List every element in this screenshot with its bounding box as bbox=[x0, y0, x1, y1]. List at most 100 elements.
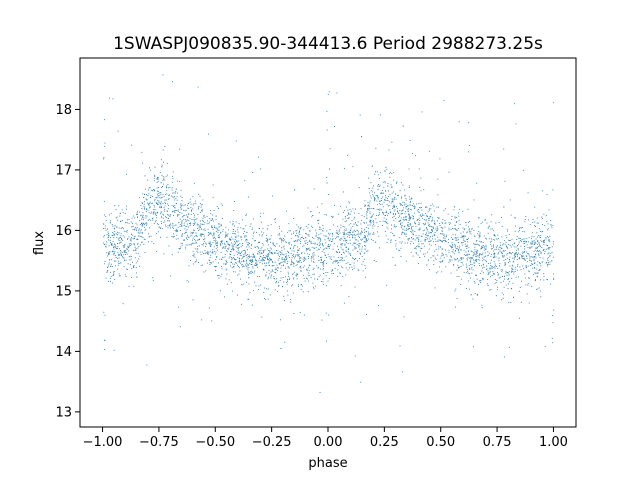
data-point bbox=[268, 260, 270, 262]
data-point bbox=[472, 257, 473, 259]
data-point bbox=[366, 217, 368, 219]
data-point bbox=[319, 226, 321, 228]
data-point bbox=[330, 215, 332, 217]
data-point bbox=[534, 225, 536, 227]
data-point bbox=[339, 229, 341, 231]
data-point bbox=[157, 231, 159, 233]
data-point bbox=[181, 212, 183, 214]
data-point bbox=[501, 248, 503, 250]
data-point bbox=[544, 251, 546, 253]
data-point bbox=[402, 231, 404, 233]
data-point bbox=[522, 231, 524, 233]
data-point bbox=[350, 210, 352, 212]
data-point bbox=[407, 239, 409, 241]
data-point bbox=[523, 240, 525, 242]
data-point bbox=[488, 273, 490, 275]
data-point bbox=[262, 250, 264, 252]
data-point bbox=[174, 229, 176, 231]
data-point bbox=[503, 259, 505, 261]
data-point bbox=[409, 217, 411, 219]
data-point bbox=[441, 271, 443, 273]
data-point bbox=[185, 220, 187, 222]
data-point bbox=[199, 220, 201, 222]
data-point bbox=[119, 237, 120, 239]
data-point bbox=[541, 247, 543, 248]
data-point bbox=[478, 217, 480, 219]
data-point bbox=[454, 234, 456, 236]
data-point bbox=[459, 224, 461, 225]
data-point bbox=[391, 200, 393, 202]
data-point bbox=[199, 203, 201, 204]
data-point bbox=[220, 231, 222, 233]
data-point bbox=[212, 252, 214, 254]
data-point bbox=[509, 240, 511, 242]
data-point bbox=[222, 240, 223, 242]
data-point bbox=[162, 203, 164, 205]
data-point bbox=[224, 236, 226, 238]
data-point bbox=[232, 263, 234, 265]
data-point bbox=[421, 215, 423, 217]
data-point bbox=[549, 261, 551, 263]
data-point bbox=[399, 202, 401, 204]
data-point bbox=[156, 182, 158, 183]
data-point bbox=[379, 184, 381, 186]
data-point bbox=[114, 260, 115, 262]
data-point bbox=[273, 265, 275, 267]
data-point bbox=[343, 240, 345, 242]
data-point bbox=[479, 273, 481, 275]
data-point bbox=[109, 214, 111, 216]
data-point bbox=[118, 273, 120, 275]
data-point bbox=[298, 285, 299, 287]
data-point bbox=[160, 228, 161, 230]
data-point bbox=[441, 240, 443, 242]
data-point bbox=[366, 222, 368, 224]
data-point bbox=[119, 242, 121, 244]
data-point bbox=[229, 239, 231, 241]
data-point bbox=[175, 209, 177, 211]
data-point bbox=[207, 253, 209, 255]
data-point bbox=[412, 216, 414, 217]
data-point bbox=[342, 231, 344, 233]
data-point bbox=[270, 271, 272, 273]
data-point bbox=[334, 204, 335, 206]
data-point bbox=[169, 215, 171, 217]
data-point bbox=[236, 251, 238, 253]
data-point bbox=[210, 246, 212, 247]
data-point bbox=[421, 111, 423, 113]
data-point bbox=[531, 246, 533, 248]
data-point bbox=[417, 219, 418, 221]
data-point bbox=[107, 236, 109, 238]
data-point bbox=[263, 212, 265, 214]
data-point bbox=[195, 261, 197, 262]
data-point bbox=[333, 243, 335, 245]
data-point bbox=[478, 237, 480, 239]
data-point bbox=[544, 225, 546, 226]
data-point bbox=[493, 261, 495, 263]
data-point bbox=[243, 232, 245, 234]
data-point bbox=[524, 259, 526, 261]
data-point bbox=[210, 232, 212, 234]
data-point bbox=[480, 279, 482, 281]
data-point bbox=[543, 240, 544, 242]
data-point bbox=[360, 230, 362, 232]
data-point bbox=[380, 192, 382, 194]
data-point bbox=[199, 225, 201, 227]
data-point bbox=[204, 228, 206, 230]
data-point bbox=[233, 257, 235, 258]
data-point bbox=[480, 241, 482, 243]
data-point bbox=[471, 251, 473, 253]
data-point bbox=[326, 247, 328, 249]
data-point bbox=[421, 243, 423, 245]
data-point bbox=[421, 217, 423, 219]
data-point bbox=[134, 257, 136, 259]
data-point bbox=[430, 240, 432, 242]
data-point bbox=[176, 210, 178, 211]
data-point bbox=[256, 231, 257, 233]
data-point bbox=[245, 255, 247, 256]
data-point bbox=[553, 273, 555, 275]
data-point bbox=[491, 238, 493, 240]
data-point bbox=[224, 254, 226, 255]
data-point bbox=[281, 241, 283, 243]
data-point bbox=[486, 269, 487, 270]
data-point bbox=[366, 210, 368, 212]
